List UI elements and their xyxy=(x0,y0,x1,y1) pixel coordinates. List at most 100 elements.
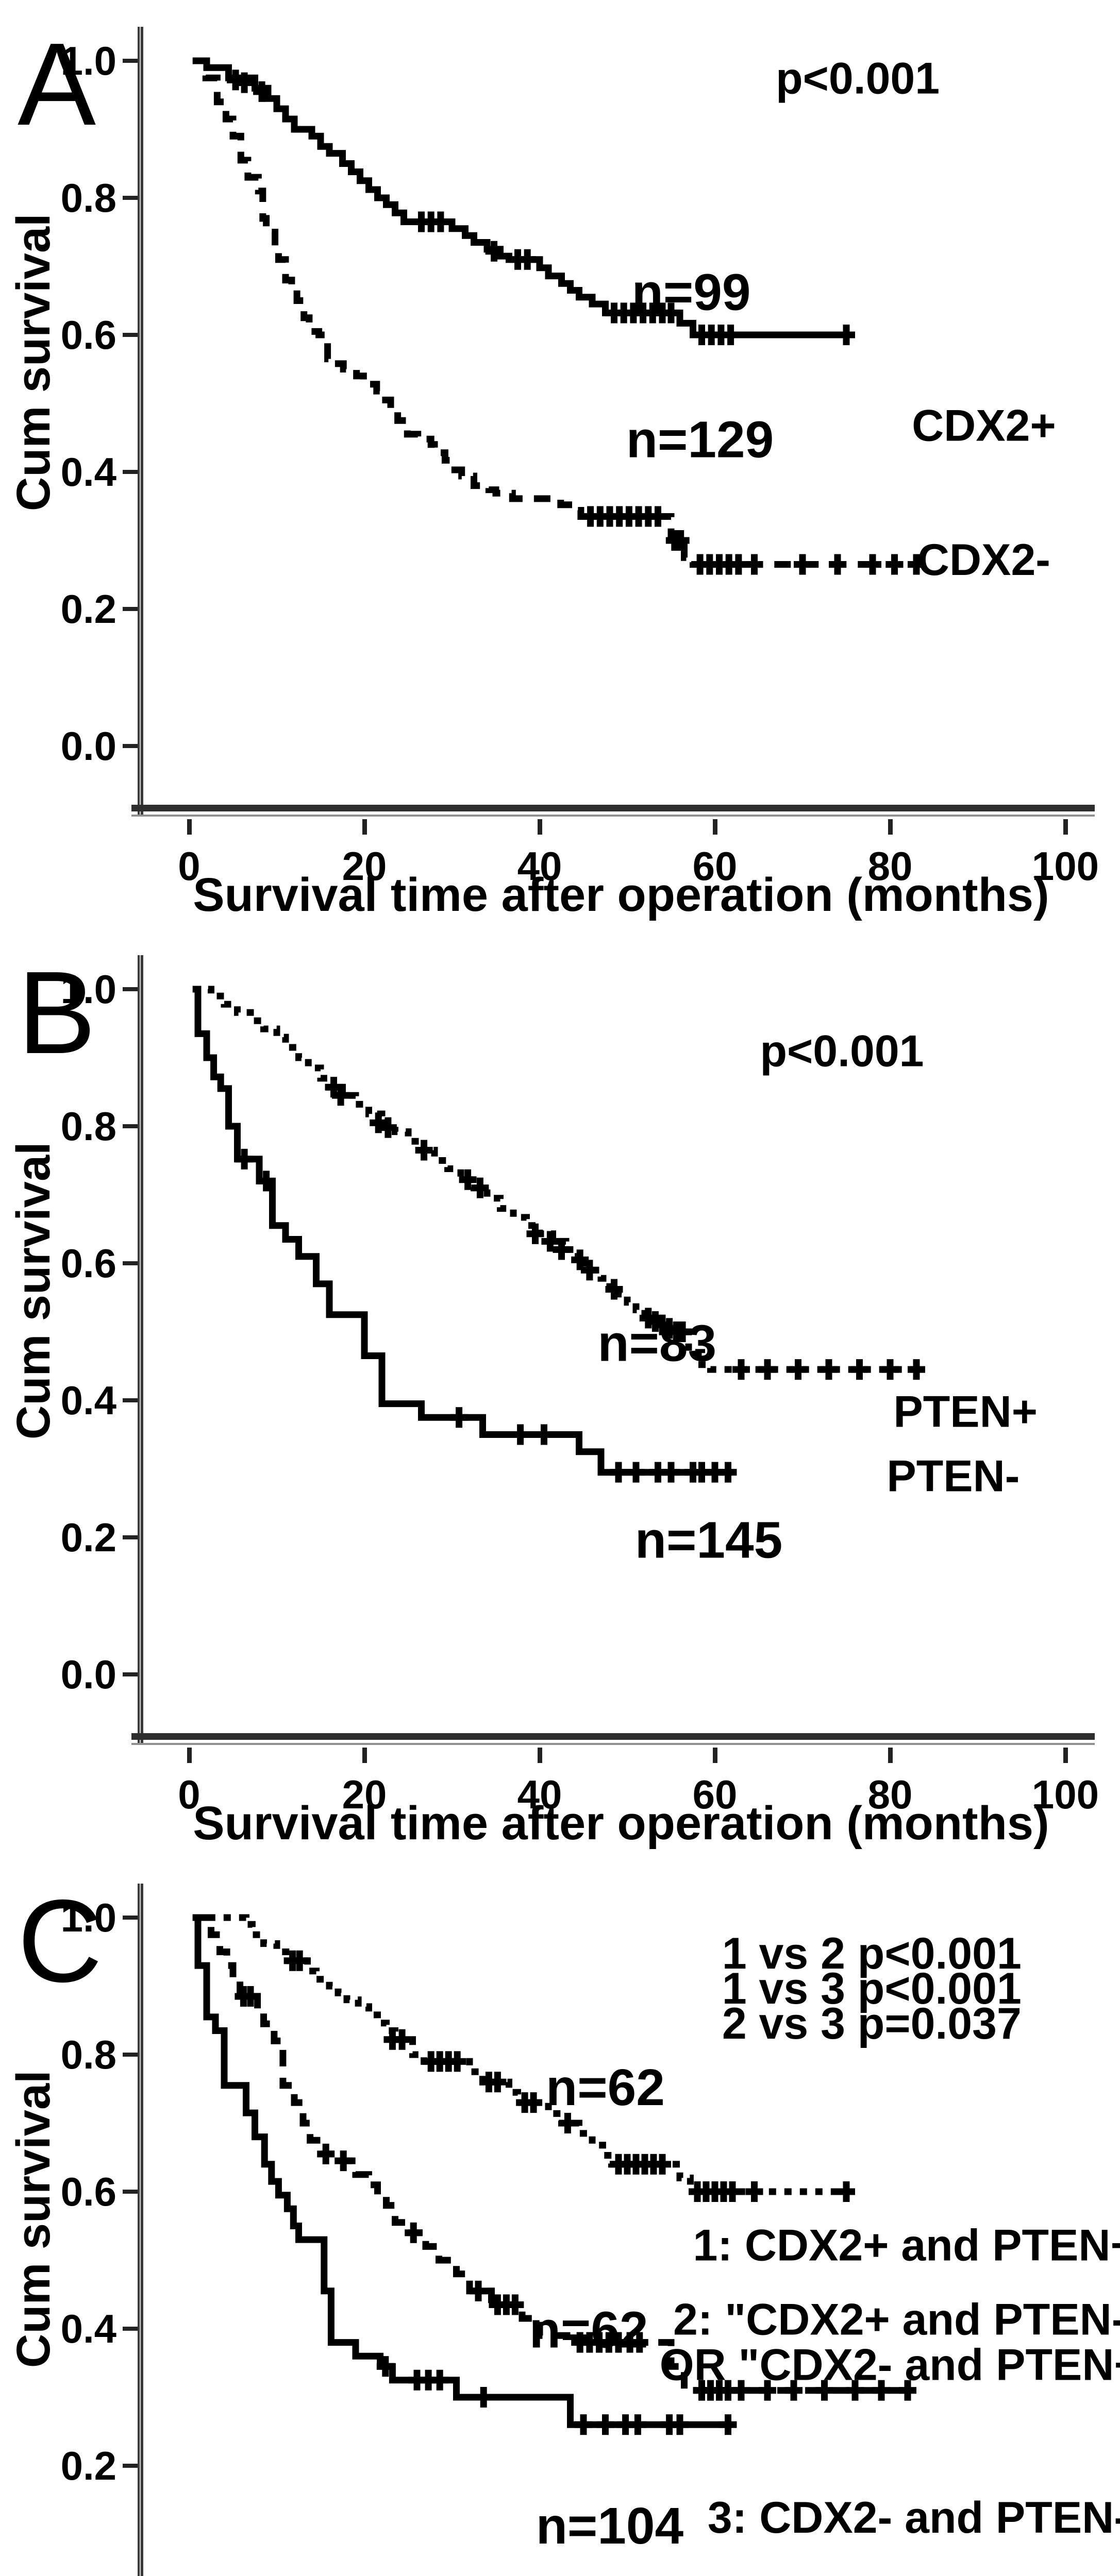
censor-tick-group3-cdx2neg-ptenneg xyxy=(376,2363,394,2370)
y-tick-label: 0.0 xyxy=(61,723,116,769)
y-tick-label: 0.4 xyxy=(61,2306,116,2351)
censor-tick-pten-positive xyxy=(759,1366,776,1373)
series-label-cdx2-positive: CDX2+ xyxy=(912,401,1056,451)
x-tick xyxy=(187,819,192,835)
censor-tick-pten-negative xyxy=(450,1414,468,1421)
censor-tick-group3-cdx2neg-ptenneg xyxy=(596,2421,614,2428)
censor-tick-pten-positive xyxy=(526,1230,544,1238)
y-tick xyxy=(123,1124,138,1128)
censor-tick-pten-positive xyxy=(850,1366,868,1373)
x-axis-line xyxy=(131,805,1095,811)
censor-tick-pten-negative xyxy=(511,1431,529,1438)
x-tick xyxy=(362,1748,367,1763)
censor-tick-pten-positive xyxy=(553,1246,571,1253)
series-label-cdx2-negative: CDX2- xyxy=(917,535,1050,585)
censor-tick-cdx2-negative xyxy=(729,561,747,568)
x-tick xyxy=(713,1748,717,1763)
y-tick xyxy=(123,2327,138,2331)
curve-cdx2-positive xyxy=(192,57,846,338)
y-tick-label: 0.6 xyxy=(61,312,116,358)
x-axis-title: Survival time after operation (months) xyxy=(193,869,1049,921)
censor-tick-group2-mixed xyxy=(317,2150,335,2158)
x-tick-label: 60 xyxy=(693,843,738,889)
censor-tick-group2-mixed xyxy=(759,2387,776,2394)
censor-tick-cdx2-positive xyxy=(431,218,449,226)
censor-tick-group2-mixed xyxy=(815,2387,833,2394)
censor-tick-group3-cdx2neg-ptenneg xyxy=(575,2421,592,2428)
censor-tick-pten-positive xyxy=(605,1286,623,1293)
y-tick-label: 0.8 xyxy=(61,175,116,221)
censor-tick-pten-negative xyxy=(719,1469,737,1476)
x-tick xyxy=(1063,1748,1068,1763)
y-axis-title: Cum survival xyxy=(7,1142,60,1439)
x-tick-label: 40 xyxy=(517,843,562,889)
y-tick xyxy=(123,2464,138,2468)
series-label-group1-cdx2pos-ptenpos: 1: CDX2+ and PTEN+ xyxy=(693,2221,1120,2270)
n-label-pten-negative: n=145 xyxy=(635,1511,782,1569)
y-tick xyxy=(123,1261,138,1265)
censor-tick-pten-positive xyxy=(674,1328,692,1335)
censor-tick-pten-positive xyxy=(471,1184,489,1192)
panel-a: A 0.0 0.2 0.4 0.6 0.8 1.0 0 20 40 60 80 100 Cum survi… xyxy=(0,0,1120,928)
x-tick xyxy=(1063,819,1068,835)
censor-tick-group3-cdx2neg-ptenneg xyxy=(629,2421,647,2428)
x-tick xyxy=(713,819,717,835)
x-axis-title: Survival time after operation (months) xyxy=(193,1797,1049,1850)
p-value-annotation: p<0.001 xyxy=(760,1027,924,1076)
y-tick xyxy=(123,196,138,200)
censor-tick-cdx2-positive xyxy=(236,79,254,87)
censor-tick-group2-mixed xyxy=(873,2387,890,2394)
y-tick-label: 1.0 xyxy=(61,1895,116,1940)
y-axis-title: Cum survival xyxy=(7,2070,60,2368)
x-axis-echo-line xyxy=(131,1743,1095,1745)
censor-tick-group3-cdx2neg-ptenneg xyxy=(431,2377,449,2384)
series-label-pten-negative: PTEN- xyxy=(887,1451,1019,1501)
censor-tick-pten-negative xyxy=(610,1469,627,1476)
censor-tick-cdx2-negative xyxy=(885,561,904,568)
y-tick-label: 1.0 xyxy=(61,967,116,1012)
series-label-group3-cdx2neg-ptenneg: 3: CDX2- and PTEN- xyxy=(708,2493,1120,2543)
censor-tick-cdx2-positive xyxy=(722,331,740,338)
y-tick xyxy=(123,1535,138,1539)
censor-tick-cdx2-positive xyxy=(519,256,537,263)
censor-tick-cdx2-positive xyxy=(662,309,680,316)
censor-tick-pten-positive xyxy=(571,1256,589,1263)
x-tick-label: 0 xyxy=(178,843,200,889)
panel-letter: A xyxy=(18,19,96,150)
censor-tick-group1-cdx2pos-ptenpos xyxy=(525,2099,543,2106)
x-tick xyxy=(888,819,893,835)
censor-tick-pten-positive xyxy=(541,1238,559,1245)
x-tick-label: 80 xyxy=(868,843,913,889)
y-tick xyxy=(123,607,138,611)
censor-tick-group1-cdx2pos-ptenpos xyxy=(838,2188,855,2195)
p-value-annotation: 1 vs 2 p<0.001 xyxy=(722,1929,1022,1978)
n-label-cdx2-negative: n=129 xyxy=(626,411,774,468)
panel-letter: C xyxy=(18,1876,103,2007)
p-value-annotation: 2 vs 3 p=0.037 xyxy=(722,1999,1022,2048)
series-label-group2-mixed: 2: "CDX2+ and PTEN-" xyxy=(673,2295,1120,2344)
y-tick-label: 1.0 xyxy=(61,38,116,83)
censor-tick-group3-cdx2neg-ptenneg xyxy=(719,2421,737,2428)
censor-tick-group3-cdx2neg-ptenneg xyxy=(475,2394,493,2401)
y-tick xyxy=(123,1672,138,1676)
y-tick-label: 0.0 xyxy=(61,1652,116,1697)
n-label-cdx2-positive: n=99 xyxy=(632,264,751,321)
censor-tick-cdx2-positive xyxy=(485,248,503,255)
censor-tick-group1-cdx2pos-ptenpos xyxy=(448,2058,466,2065)
censor-tick-cdx2-negative xyxy=(829,561,846,568)
x-tick-label: 0 xyxy=(178,1772,200,1817)
y-tick xyxy=(123,2053,138,2057)
censor-tick-pten-positive xyxy=(379,1124,397,1131)
censor-tick-cdx2-negative xyxy=(908,561,925,568)
km-chart-a: A 0.0 0.2 0.4 0.6 0.8 1.0 0 20 40 60 80 100 Cum survi… xyxy=(7,19,1099,921)
censor-tick-cdx2-negative xyxy=(649,513,667,520)
censor-tick-pten-negative xyxy=(535,1431,553,1438)
panel-b: B 0.0 0.2 0.4 0.6 0.8 1.0 0 20 40 60 80 100 Cum survi… xyxy=(0,928,1120,1857)
censor-tick-cdx2-negative xyxy=(794,561,811,568)
censor-tick-group1-cdx2pos-ptenpos xyxy=(489,2078,507,2086)
censor-tick-cdx2-positive xyxy=(838,331,855,338)
y-tick-label: 0.2 xyxy=(61,1515,116,1560)
y-tick xyxy=(123,333,138,337)
km-chart-b: B 0.0 0.2 0.4 0.6 0.8 1.0 0 20 40 60 80 100 Cum survi… xyxy=(7,947,1099,1850)
x-axis-echo-line xyxy=(131,815,1095,817)
